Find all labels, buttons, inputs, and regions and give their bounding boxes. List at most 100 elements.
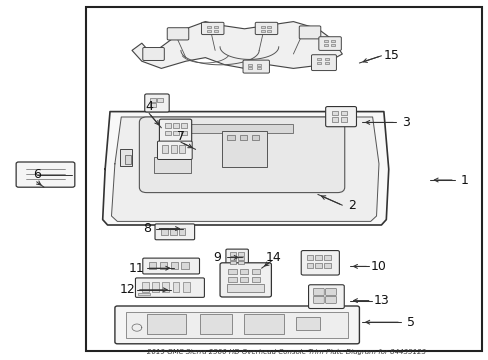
FancyBboxPatch shape xyxy=(16,162,75,187)
Bar xyxy=(324,58,328,60)
FancyBboxPatch shape xyxy=(139,117,344,193)
Text: 1: 1 xyxy=(460,174,468,186)
FancyBboxPatch shape xyxy=(201,22,224,35)
Bar xyxy=(138,293,150,295)
Bar xyxy=(257,67,261,69)
Bar xyxy=(230,257,235,260)
Bar xyxy=(316,62,320,64)
Text: 12: 12 xyxy=(119,283,135,296)
Bar xyxy=(181,123,186,128)
Bar xyxy=(324,263,330,268)
Bar xyxy=(183,282,189,292)
Bar xyxy=(331,117,337,122)
Bar xyxy=(85,7,481,351)
Bar xyxy=(170,262,178,269)
FancyBboxPatch shape xyxy=(325,107,356,127)
Bar xyxy=(149,103,155,107)
Bar xyxy=(165,123,171,128)
Text: 11: 11 xyxy=(129,262,144,275)
Bar xyxy=(154,157,190,173)
Bar xyxy=(162,282,169,292)
Bar xyxy=(206,26,210,28)
Polygon shape xyxy=(111,117,378,221)
FancyBboxPatch shape xyxy=(155,224,194,240)
Bar xyxy=(173,123,179,128)
Bar xyxy=(238,257,243,260)
Bar xyxy=(228,269,236,274)
Bar xyxy=(206,30,210,32)
FancyBboxPatch shape xyxy=(142,48,164,60)
FancyBboxPatch shape xyxy=(301,251,339,275)
FancyBboxPatch shape xyxy=(311,55,336,71)
Bar xyxy=(324,40,327,42)
FancyBboxPatch shape xyxy=(308,285,344,309)
Bar xyxy=(267,26,271,28)
Bar xyxy=(248,64,252,66)
Bar xyxy=(240,277,248,282)
FancyBboxPatch shape xyxy=(220,263,271,297)
Bar xyxy=(306,263,312,268)
Bar xyxy=(260,30,264,32)
Bar xyxy=(315,263,321,268)
Bar xyxy=(181,131,186,135)
Bar xyxy=(142,282,148,292)
FancyBboxPatch shape xyxy=(144,94,169,112)
Text: 8: 8 xyxy=(142,222,150,235)
Text: 5: 5 xyxy=(406,316,414,329)
Text: 6: 6 xyxy=(33,168,41,181)
FancyBboxPatch shape xyxy=(255,22,277,35)
Bar xyxy=(161,228,167,235)
FancyBboxPatch shape xyxy=(142,258,199,274)
Bar xyxy=(330,40,334,42)
Text: 14: 14 xyxy=(265,251,281,264)
Text: 9: 9 xyxy=(213,251,221,264)
Bar xyxy=(228,277,236,282)
Bar xyxy=(267,30,271,32)
FancyBboxPatch shape xyxy=(313,288,324,296)
Bar xyxy=(181,262,188,269)
FancyBboxPatch shape xyxy=(325,288,336,296)
Bar xyxy=(179,228,185,235)
Bar xyxy=(230,261,235,264)
Bar xyxy=(240,285,248,290)
Bar xyxy=(146,314,185,334)
Bar xyxy=(340,117,346,122)
Bar xyxy=(251,277,260,282)
Bar xyxy=(185,124,293,133)
Bar xyxy=(179,145,184,153)
Bar xyxy=(251,269,260,274)
Bar xyxy=(152,282,159,292)
Bar xyxy=(315,255,321,260)
Bar xyxy=(149,262,156,269)
Bar xyxy=(324,44,327,46)
Bar xyxy=(240,269,248,274)
Text: 2019 GMC Sierra 2500 HD Overhead Console Trim Plate Diagram for 84435123: 2019 GMC Sierra 2500 HD Overhead Console… xyxy=(146,348,425,355)
Bar xyxy=(340,111,346,115)
Bar xyxy=(213,30,217,32)
Bar xyxy=(251,285,260,290)
FancyBboxPatch shape xyxy=(159,119,191,143)
Text: 10: 10 xyxy=(370,260,386,273)
Bar xyxy=(324,255,330,260)
Bar xyxy=(260,26,264,28)
Bar xyxy=(162,145,168,153)
Bar xyxy=(257,64,261,66)
Bar xyxy=(330,44,334,46)
Bar xyxy=(251,135,259,140)
Bar xyxy=(306,255,312,260)
FancyBboxPatch shape xyxy=(135,278,204,297)
Bar xyxy=(227,284,264,292)
Bar xyxy=(126,312,347,338)
Text: 7: 7 xyxy=(177,130,184,143)
Bar xyxy=(316,58,320,60)
Text: 3: 3 xyxy=(401,116,409,129)
Bar xyxy=(160,262,167,269)
Bar xyxy=(170,228,176,235)
Bar xyxy=(170,145,176,153)
Bar xyxy=(324,62,328,64)
Text: 2: 2 xyxy=(347,199,355,212)
Bar xyxy=(120,149,132,166)
Bar xyxy=(230,252,235,256)
Polygon shape xyxy=(102,112,388,225)
Bar xyxy=(244,314,283,334)
